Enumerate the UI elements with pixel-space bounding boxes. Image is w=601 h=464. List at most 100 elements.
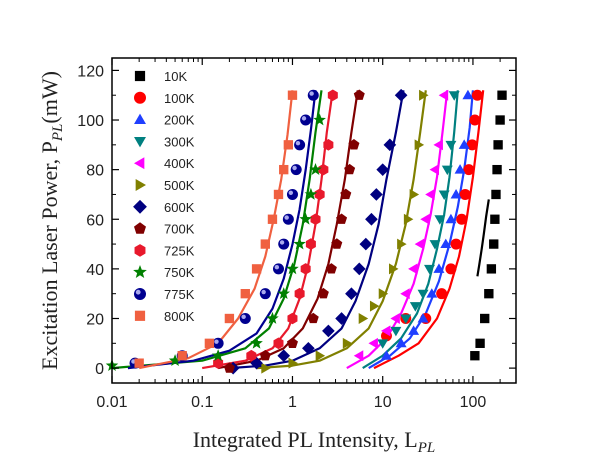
fit-curve-600K [229, 90, 405, 370]
data-point [277, 349, 291, 363]
data-point-body [212, 337, 224, 349]
data-point [251, 264, 262, 274]
series-200K [380, 89, 474, 360]
series-100K [380, 89, 483, 342]
data-point [211, 349, 225, 362]
legend-label: 300K [164, 134, 195, 149]
legend-label: 700K [164, 222, 195, 237]
y-tick-label: 100 [77, 113, 104, 130]
data-point [299, 212, 312, 225]
legend-item-400K: 400K [134, 156, 195, 171]
legend-marker [134, 157, 145, 170]
data-point [300, 114, 312, 126]
data-point [273, 189, 284, 200]
data-point [389, 263, 399, 275]
legend-label: 750K [164, 265, 195, 280]
data-point [327, 89, 338, 101]
legend-label: 10K [164, 69, 187, 84]
x-tick-label: 100 [460, 394, 487, 411]
data-point-highlight [284, 215, 289, 220]
data-point [261, 362, 271, 374]
x-tick-label: 10 [374, 394, 392, 411]
series-300K [377, 91, 460, 349]
legend-marker [134, 222, 146, 234]
data-point [239, 312, 251, 324]
data-point [429, 240, 441, 250]
data-point-highlight [295, 140, 301, 146]
data-point [408, 263, 418, 275]
data-point [323, 139, 334, 151]
fit-curve-10K [476, 199, 490, 277]
data-point [204, 338, 215, 348]
data-point [394, 88, 408, 102]
data-point [370, 188, 383, 201]
data-point [438, 89, 449, 101]
legend: 10K 100K 200K 300K 400K 500K 600K 700K 725K 750K 7… [133, 69, 195, 324]
series-700K [223, 89, 365, 373]
data-point [286, 337, 298, 348]
data-point [408, 325, 420, 335]
x-tick-label: 0.1 [191, 394, 213, 411]
data-point [469, 114, 481, 126]
data-point [342, 337, 353, 349]
axes: 0.01 0.1 1 10 100 0 20 40 60 80 100 120 [77, 57, 517, 411]
y-tick-label: 120 [77, 63, 104, 80]
data-point-body [282, 213, 294, 225]
data-point [305, 238, 316, 250]
data-point [259, 288, 271, 300]
data-point [378, 288, 389, 300]
data-point [267, 214, 278, 224]
y-tick-label: 80 [86, 163, 104, 180]
legend-item-775K: 775K [134, 287, 195, 302]
series-775K [129, 89, 319, 369]
data-point-body [286, 188, 298, 200]
data-point-highlight [261, 289, 266, 295]
data-point [293, 237, 306, 250]
series-725K [213, 89, 338, 369]
data-point [358, 313, 369, 324]
legend-item-300K: 300K [134, 134, 195, 149]
data-point [462, 89, 474, 100]
data-point [409, 302, 421, 312]
data-point [463, 164, 475, 176]
legend-item-800K: 800K [134, 309, 195, 324]
legend-marker [134, 91, 146, 104]
data-point [345, 287, 358, 301]
data-point [287, 90, 298, 100]
data-point-body [307, 89, 319, 101]
data-point [397, 238, 407, 250]
legend-item-750K: 750K [133, 265, 195, 280]
data-point [325, 263, 337, 274]
data-point [353, 350, 364, 362]
data-point [475, 338, 485, 348]
data-point [302, 341, 315, 355]
data-point [458, 139, 470, 149]
data-point [380, 350, 392, 360]
data-point-body [239, 312, 251, 324]
data-point [287, 312, 298, 325]
data-point [368, 337, 378, 349]
data-point [441, 165, 453, 176]
data-point-highlight [288, 190, 294, 196]
data-point [336, 213, 348, 224]
data-point [450, 238, 462, 250]
data-point [419, 89, 429, 101]
y-tick-label: 20 [86, 311, 104, 328]
legend-marker [134, 137, 146, 148]
data-point [286, 262, 299, 275]
legend-item-600K: 600K [133, 200, 195, 215]
data-point-highlight [131, 359, 136, 364]
data-point [317, 287, 329, 299]
data-point [471, 89, 483, 101]
data-point-body [300, 114, 312, 126]
legend-label: 100K [164, 91, 195, 106]
legend-marker-body [134, 288, 146, 300]
data-point [420, 213, 430, 225]
data-point [497, 90, 507, 100]
data-point [459, 188, 471, 200]
x-axis-title: Integrated PL Intensity, LPL [193, 427, 436, 456]
x-tick-label: 1 [288, 394, 297, 411]
data-point [309, 163, 322, 175]
data-point [433, 139, 443, 151]
data-point [484, 289, 494, 299]
